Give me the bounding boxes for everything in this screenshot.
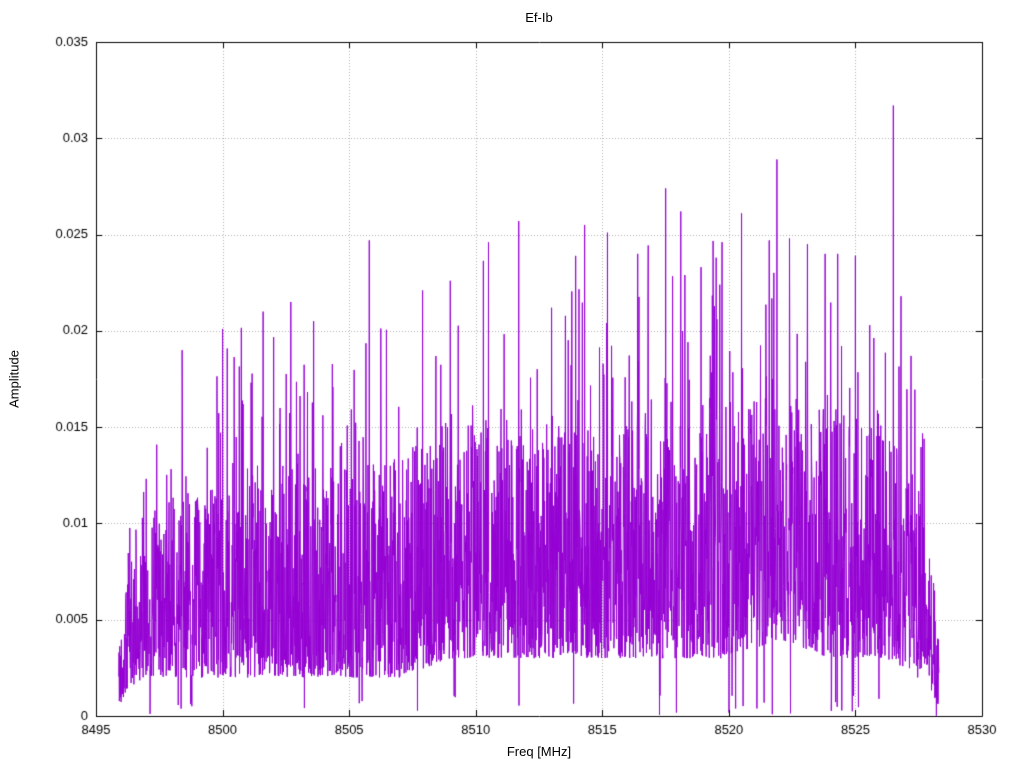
y-axis-label: Amplitude [6, 350, 22, 408]
x-axis-label: Freq [MHz] [506, 744, 572, 759]
chart-title: Ef-Ib [525, 10, 553, 25]
